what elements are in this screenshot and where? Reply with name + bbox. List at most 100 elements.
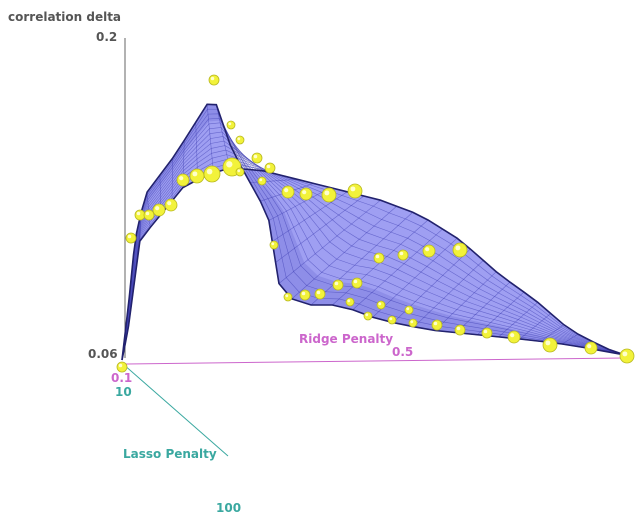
data-point-highlight [155, 206, 160, 211]
data-point [321, 187, 337, 203]
surface-shade [122, 104, 625, 361]
data-point [404, 305, 414, 315]
data-point-highlight [406, 307, 410, 311]
data-point-highlight [145, 211, 150, 216]
data-point-highlight [350, 186, 356, 192]
data-point-highlight [237, 137, 241, 141]
data-point [208, 74, 220, 86]
data-point [269, 240, 279, 250]
data-point [314, 288, 326, 300]
data-point [332, 279, 344, 291]
data-point [363, 311, 373, 321]
data-point-highlight [410, 320, 414, 324]
data-point-highlight [316, 290, 321, 295]
data-point-highlight [127, 234, 132, 239]
data-point-highlight [284, 188, 289, 193]
data-point-highlight [545, 340, 551, 346]
data-point-highlight [389, 317, 393, 321]
data-point-highlight [271, 242, 275, 246]
data-point-highlight [378, 302, 382, 306]
data-point-highlight [433, 321, 438, 326]
mesh-line [121, 122, 626, 361]
data-point-highlight [167, 201, 172, 206]
data-point-highlight [587, 344, 592, 349]
data-point [257, 176, 267, 186]
surface-edge [121, 167, 626, 361]
data-point [134, 209, 146, 221]
data-point-highlight [253, 154, 258, 159]
data-point-highlight [266, 164, 271, 169]
data-point [125, 232, 137, 244]
data-point [542, 337, 558, 353]
data-point [189, 168, 205, 184]
lasso-tick-max: 100 [216, 501, 241, 515]
surface-mesh [121, 103, 626, 361]
data-points [116, 74, 635, 373]
data-point-highlight [622, 351, 628, 357]
data-point-highlight [510, 333, 515, 338]
ridge-axis-line [122, 357, 626, 365]
data-point-highlight [456, 326, 461, 331]
data-point [226, 120, 236, 130]
lasso-axis-label: Lasso Penalty [123, 447, 217, 461]
data-point-highlight [259, 178, 263, 182]
data-point [481, 327, 493, 339]
data-point [387, 315, 397, 325]
data-point [235, 167, 245, 177]
ridge-tick-max: 0.5 [392, 345, 413, 359]
ridge-tick-min: 0.1 [111, 371, 132, 385]
data-point [619, 348, 635, 364]
data-point [299, 289, 311, 301]
surface-fill [121, 103, 626, 361]
data-point [351, 277, 363, 289]
data-point [235, 135, 245, 145]
data-point-highlight [136, 211, 141, 216]
lasso-axis-line [122, 363, 229, 457]
data-point [143, 209, 155, 221]
data-point [452, 242, 468, 258]
data-point [376, 300, 386, 310]
data-point-highlight [455, 245, 461, 251]
data-point-highlight [228, 122, 232, 126]
data-point [507, 330, 521, 344]
data-point-highlight [226, 161, 233, 168]
data-point [283, 292, 293, 302]
data-point [454, 324, 466, 336]
data-point-highlight [347, 299, 351, 303]
data-point [584, 341, 598, 355]
data-point-highlight [237, 169, 241, 173]
data-point-highlight [192, 171, 198, 177]
data-point-highlight [285, 294, 289, 298]
data-point-highlight [399, 251, 404, 256]
data-point-highlight [118, 363, 123, 368]
mesh-line [121, 118, 626, 361]
lasso-tick-min: 10 [115, 385, 132, 399]
data-point-highlight [210, 76, 215, 81]
data-point-highlight [483, 329, 488, 334]
data-point [422, 244, 436, 258]
data-point [431, 319, 443, 331]
data-point [299, 187, 313, 201]
data-point [164, 198, 178, 212]
z-axis-label: correlation delta [8, 10, 121, 24]
data-point-highlight [365, 313, 369, 317]
data-point-highlight [302, 190, 307, 195]
data-point [347, 183, 363, 199]
data-point [373, 252, 385, 264]
mesh-line [121, 127, 626, 361]
z-tick-max: 0.2 [96, 30, 117, 44]
data-point [264, 162, 276, 174]
data-point [203, 165, 221, 183]
data-point-highlight [301, 291, 306, 296]
data-point [281, 185, 295, 199]
data-point [251, 152, 263, 164]
data-point-highlight [334, 281, 339, 286]
data-point-highlight [375, 254, 380, 259]
data-point [176, 173, 190, 187]
mesh-line [121, 136, 626, 361]
data-point-highlight [206, 168, 213, 175]
z-tick-min: 0.06 [88, 347, 118, 361]
data-point [408, 318, 418, 328]
data-point [152, 203, 166, 217]
